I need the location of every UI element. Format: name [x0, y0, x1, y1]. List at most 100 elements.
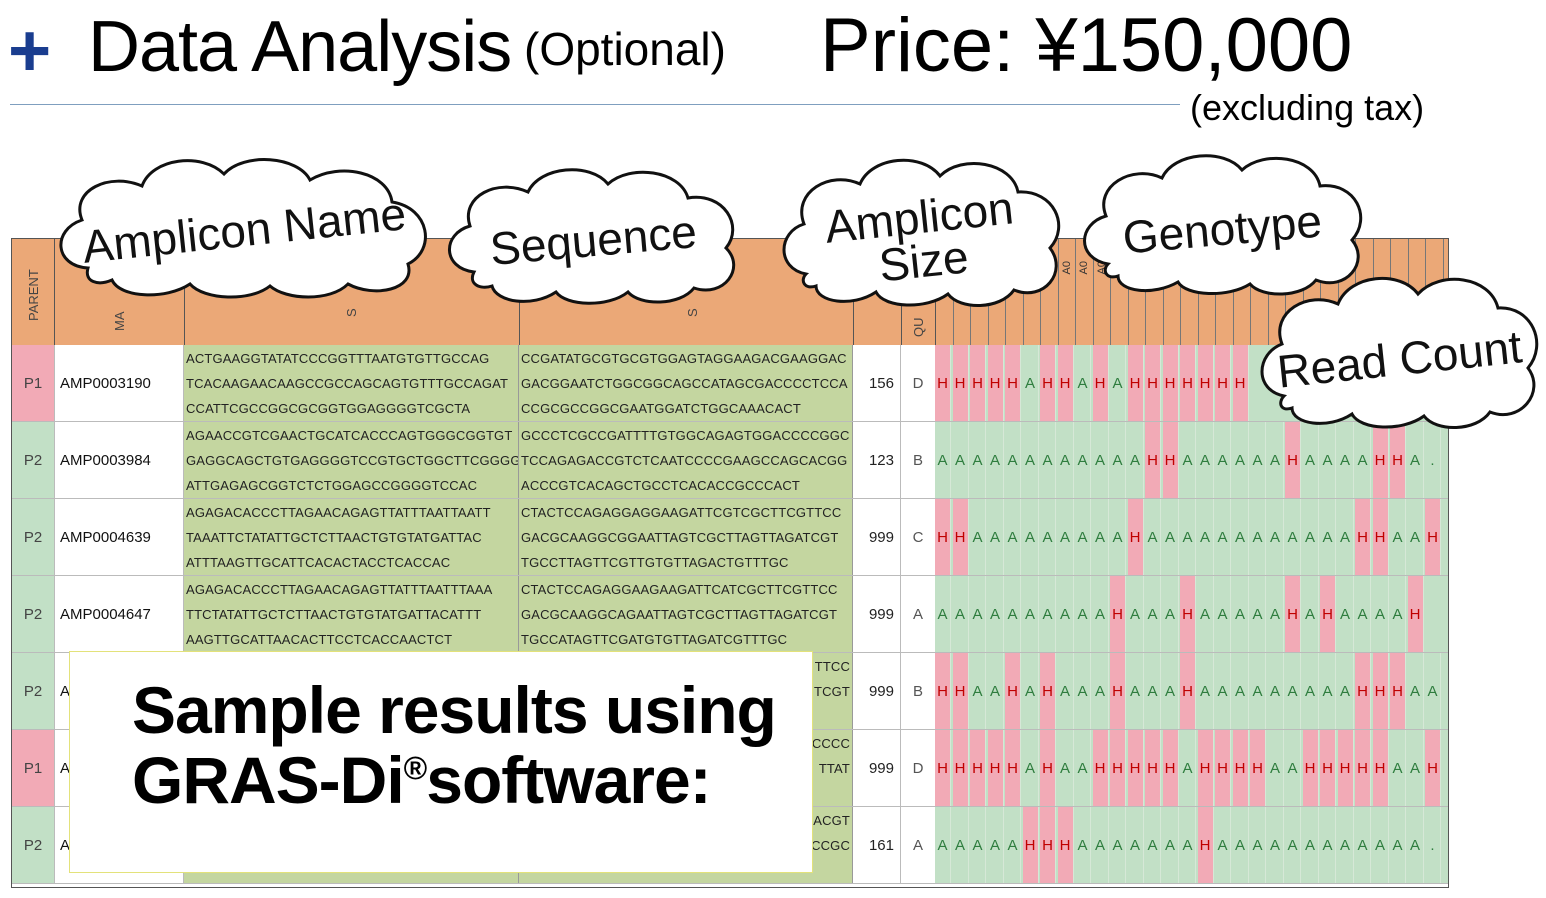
genotype-cell[interactable]: H — [1040, 653, 1056, 729]
genotype-cell[interactable]: H — [1040, 807, 1056, 883]
genotype-cell[interactable]: H — [1390, 422, 1406, 498]
genotype-cell[interactable]: H — [1355, 730, 1371, 806]
genotype-cell[interactable]: A — [1180, 499, 1196, 575]
genotype-cell[interactable]: A — [1075, 345, 1091, 421]
genotype-cell[interactable]: A — [1163, 653, 1179, 729]
genotype-cell[interactable]: H — [952, 653, 969, 729]
genotype-cell[interactable]: A — [970, 422, 986, 498]
genotype-cell[interactable]: A — [935, 576, 951, 652]
genotype-cell[interactable]: A — [1023, 499, 1039, 575]
genotype-cell[interactable]: A — [1198, 576, 1214, 652]
genotype-cell[interactable]: A — [970, 653, 986, 729]
genotype-cell[interactable]: A — [1250, 499, 1266, 575]
quality-cell[interactable]: A — [901, 576, 936, 652]
genotype-cell[interactable]: H — [1355, 653, 1371, 729]
genotype-cell[interactable]: H — [935, 730, 951, 806]
genotype-cell[interactable]: H — [1005, 653, 1021, 729]
genotype-cell[interactable]: A — [1128, 653, 1144, 729]
genotype-cell[interactable]: A — [1373, 807, 1389, 883]
genotype-cell[interactable]: H — [1285, 576, 1301, 652]
genotype-cell[interactable]: A — [1390, 499, 1406, 575]
genotype-cell[interactable]: A — [1338, 576, 1354, 652]
genotype-cell[interactable]: . — [1443, 653, 1449, 729]
genotype-cell[interactable]: H — [1250, 730, 1266, 806]
genotype-cell[interactable]: A — [1408, 422, 1424, 498]
genotype-cell[interactable]: H — [1057, 807, 1074, 883]
genotype-cell[interactable]: A — [1250, 422, 1266, 498]
genotype-cell[interactable]: H — [935, 653, 951, 729]
genotype-cell[interactable]: A — [970, 499, 986, 575]
genotype-cell[interactable]: A — [1268, 422, 1284, 498]
genotype-cell[interactable]: A — [1005, 499, 1021, 575]
genotype-cell[interactable]: A — [988, 422, 1004, 498]
genotype-cell[interactable]: A — [1180, 422, 1196, 498]
sequence-cell[interactable]: CTACTCCAGAGGAGGAAGATTCGTCGCTTCGTTCC GACG… — [519, 499, 853, 575]
quality-cell[interactable]: B — [901, 653, 936, 729]
genotype-cell[interactable]: A — [953, 422, 969, 498]
genotype-cell[interactable]: A — [1075, 576, 1091, 652]
amplicon-size-cell[interactable]: 999 — [853, 730, 901, 806]
genotype-cell[interactable]: A — [1233, 653, 1249, 729]
genotype-cell[interactable]: H — [1372, 499, 1389, 575]
header-sample-col[interactable]: A0 — [1075, 239, 1094, 345]
genotype-cell[interactable]: A — [1285, 807, 1301, 883]
header-sample-col[interactable] — [1303, 239, 1321, 345]
amplicon-size-cell[interactable]: 156 — [853, 345, 901, 421]
genotype-cell[interactable]: . — [1425, 422, 1441, 498]
genotype-cell[interactable]: A — [1110, 807, 1126, 883]
quality-cell[interactable]: C — [901, 499, 936, 575]
genotype-cell[interactable]: H — [1127, 499, 1144, 575]
genotype-cell[interactable]: A — [1303, 499, 1319, 575]
genotype-cell[interactable]: A — [1198, 499, 1214, 575]
sequence-cell[interactable]: GCCCTCGCCGATTTTGTGGCAGAGTGGACCCCGGC TCCA… — [519, 422, 853, 498]
genotype-cell[interactable]: H — [1180, 653, 1196, 729]
genotype-cell[interactable]: A — [1075, 653, 1091, 729]
genotype-cell[interactable]: H — [1145, 730, 1161, 806]
genotype-cell[interactable]: A — [1145, 653, 1161, 729]
genotype-cell[interactable]: A — [1075, 730, 1091, 806]
genotype-cell[interactable]: A — [1145, 499, 1161, 575]
parent-cell[interactable]: P1 — [12, 345, 55, 421]
genotype-cell[interactable]: A — [970, 807, 986, 883]
genotype-cell[interactable]: H — [1110, 576, 1126, 652]
genotype-cell[interactable]: H — [1162, 730, 1179, 806]
genotype-cell[interactable]: A — [1268, 499, 1284, 575]
genotype-cell[interactable]: H — [935, 345, 951, 421]
genotype-cell[interactable]: H — [1320, 576, 1336, 652]
sequence-cell[interactable]: CCGATATGCGTGCGTGGAGTAGGAAGACGAAGGAC GACG… — [519, 345, 853, 421]
amplicon-size-cell[interactable]: 161 — [853, 807, 901, 883]
genotype-cell[interactable]: A — [1233, 422, 1249, 498]
amplicon-size-cell[interactable]: 999 — [853, 576, 901, 652]
parent-cell[interactable]: P2 — [12, 807, 55, 883]
genotype-cell[interactable]: A — [1040, 499, 1056, 575]
genotype-cell[interactable]: A — [988, 653, 1004, 729]
genotype-cell[interactable]: A — [1338, 422, 1354, 498]
genotype-cell[interactable]: A — [1408, 730, 1424, 806]
genotype-cell[interactable]: H — [1372, 653, 1389, 729]
genotype-cell[interactable]: H — [1162, 422, 1179, 498]
genotype-cell[interactable]: H — [952, 345, 969, 421]
genotype-cell[interactable]: A — [1058, 653, 1074, 729]
genotype-cell[interactable]: A — [1075, 422, 1091, 498]
genotype-cell[interactable]: A — [1093, 499, 1109, 575]
genotype-cell[interactable]: H — [1040, 345, 1056, 421]
genotype-cell[interactable]: A — [988, 807, 1004, 883]
genotype-cell[interactable]: A — [1303, 576, 1319, 652]
sequence-cell[interactable]: AGAACCGTCGAACTGCATCACCCAGTGGGCGGTGT GAGG… — [184, 422, 519, 498]
genotype-cell[interactable]: H — [1145, 422, 1161, 498]
genotype-cell[interactable]: H — [1180, 576, 1196, 652]
genotype-cell[interactable]: A — [1338, 499, 1354, 575]
genotype-cell[interactable]: A — [1408, 653, 1424, 729]
genotype-cell[interactable]: A — [1128, 807, 1144, 883]
genotype-cell[interactable]: A — [1303, 653, 1319, 729]
genotype-cell[interactable]: A — [1233, 576, 1249, 652]
genotype-cell[interactable]: H — [935, 499, 951, 575]
genotype-cell[interactable]: A — [1040, 576, 1056, 652]
sequence-cell[interactable]: ACTGAAGGTATATCCCGGTTTAATGTGTTGCCAG TCACA… — [184, 345, 519, 421]
genotype-cell[interactable]: H — [1337, 730, 1354, 806]
genotype-cell[interactable]: A — [1408, 499, 1424, 575]
header-sample-col[interactable] — [1285, 239, 1304, 345]
genotype-cell[interactable]: H — [1127, 345, 1144, 421]
genotype-cell[interactable]: H — [1320, 730, 1336, 806]
genotype-cell[interactable]: H — [1390, 653, 1406, 729]
